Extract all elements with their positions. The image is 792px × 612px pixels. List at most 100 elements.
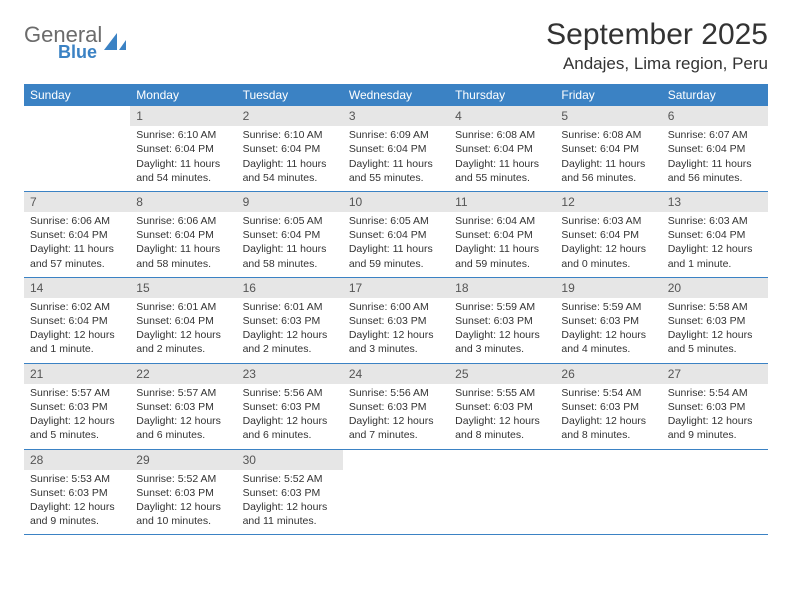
- day-cell: 24Sunrise: 5:56 AMSunset: 6:03 PMDayligh…: [343, 364, 449, 449]
- month-title: September 2025: [546, 18, 768, 52]
- day-number: 25: [449, 364, 555, 384]
- day-body: Sunrise: 6:02 AMSunset: 6:04 PMDaylight:…: [24, 298, 130, 363]
- daylight-text: Daylight: 12 hours and 8 minutes.: [455, 414, 549, 442]
- sunset-text: Sunset: 6:04 PM: [243, 228, 337, 242]
- sunrise-text: Sunrise: 6:03 AM: [561, 214, 655, 228]
- daylight-text: Daylight: 12 hours and 0 minutes.: [561, 242, 655, 270]
- day-body: Sunrise: 6:01 AMSunset: 6:04 PMDaylight:…: [130, 298, 236, 363]
- dow-cell: Tuesday: [237, 84, 343, 106]
- daylight-text: Daylight: 12 hours and 5 minutes.: [30, 414, 124, 442]
- title-block: September 2025 Andajes, Lima region, Per…: [546, 18, 768, 74]
- logo: General Blue: [24, 24, 128, 63]
- day-cell: 12Sunrise: 6:03 AMSunset: 6:04 PMDayligh…: [555, 192, 661, 277]
- daylight-text: Daylight: 12 hours and 9 minutes.: [30, 500, 124, 528]
- day-number: 10: [343, 192, 449, 212]
- day-cell: 15Sunrise: 6:01 AMSunset: 6:04 PMDayligh…: [130, 278, 236, 363]
- day-number: 2: [237, 106, 343, 126]
- day-number: 11: [449, 192, 555, 212]
- sunset-text: Sunset: 6:03 PM: [243, 400, 337, 414]
- sunrise-text: Sunrise: 6:00 AM: [349, 300, 443, 314]
- day-number: 16: [237, 278, 343, 298]
- day-cell: [343, 450, 449, 535]
- sunset-text: Sunset: 6:04 PM: [243, 142, 337, 156]
- week-row: 1Sunrise: 6:10 AMSunset: 6:04 PMDaylight…: [24, 106, 768, 192]
- sunrise-text: Sunrise: 6:08 AM: [455, 128, 549, 142]
- daylight-text: Daylight: 11 hours and 58 minutes.: [136, 242, 230, 270]
- daylight-text: Daylight: 12 hours and 8 minutes.: [561, 414, 655, 442]
- day-cell: 14Sunrise: 6:02 AMSunset: 6:04 PMDayligh…: [24, 278, 130, 363]
- sunset-text: Sunset: 6:03 PM: [243, 486, 337, 500]
- day-cell: 20Sunrise: 5:58 AMSunset: 6:03 PMDayligh…: [662, 278, 768, 363]
- daylight-text: Daylight: 12 hours and 6 minutes.: [243, 414, 337, 442]
- day-body: Sunrise: 5:53 AMSunset: 6:03 PMDaylight:…: [24, 470, 130, 535]
- sunrise-text: Sunrise: 5:53 AM: [30, 472, 124, 486]
- day-cell: 21Sunrise: 5:57 AMSunset: 6:03 PMDayligh…: [24, 364, 130, 449]
- sunset-text: Sunset: 6:03 PM: [455, 314, 549, 328]
- day-cell: 6Sunrise: 6:07 AMSunset: 6:04 PMDaylight…: [662, 106, 768, 191]
- dow-cell: Friday: [555, 84, 661, 106]
- day-body: Sunrise: 6:08 AMSunset: 6:04 PMDaylight:…: [449, 126, 555, 191]
- day-cell: 25Sunrise: 5:55 AMSunset: 6:03 PMDayligh…: [449, 364, 555, 449]
- day-number: [662, 450, 768, 454]
- day-body: Sunrise: 5:59 AMSunset: 6:03 PMDaylight:…: [449, 298, 555, 363]
- dow-cell: Thursday: [449, 84, 555, 106]
- day-cell: 2Sunrise: 6:10 AMSunset: 6:04 PMDaylight…: [237, 106, 343, 191]
- day-body: Sunrise: 6:05 AMSunset: 6:04 PMDaylight:…: [237, 212, 343, 277]
- day-cell: 29Sunrise: 5:52 AMSunset: 6:03 PMDayligh…: [130, 450, 236, 535]
- daylight-text: Daylight: 12 hours and 3 minutes.: [349, 328, 443, 356]
- day-cell: 22Sunrise: 5:57 AMSunset: 6:03 PMDayligh…: [130, 364, 236, 449]
- sunset-text: Sunset: 6:03 PM: [30, 400, 124, 414]
- day-number: 14: [24, 278, 130, 298]
- day-number: [24, 106, 130, 110]
- sunrise-text: Sunrise: 6:01 AM: [136, 300, 230, 314]
- day-body: Sunrise: 5:54 AMSunset: 6:03 PMDaylight:…: [662, 384, 768, 449]
- day-cell: 1Sunrise: 6:10 AMSunset: 6:04 PMDaylight…: [130, 106, 236, 191]
- sunset-text: Sunset: 6:03 PM: [30, 486, 124, 500]
- day-body: Sunrise: 6:08 AMSunset: 6:04 PMDaylight:…: [555, 126, 661, 191]
- day-body: Sunrise: 5:57 AMSunset: 6:03 PMDaylight:…: [24, 384, 130, 449]
- day-cell: 19Sunrise: 5:59 AMSunset: 6:03 PMDayligh…: [555, 278, 661, 363]
- sunset-text: Sunset: 6:03 PM: [243, 314, 337, 328]
- sunset-text: Sunset: 6:04 PM: [30, 314, 124, 328]
- sunset-text: Sunset: 6:04 PM: [30, 228, 124, 242]
- day-number: 18: [449, 278, 555, 298]
- day-cell: 17Sunrise: 6:00 AMSunset: 6:03 PMDayligh…: [343, 278, 449, 363]
- sunset-text: Sunset: 6:03 PM: [136, 486, 230, 500]
- sunrise-text: Sunrise: 5:59 AM: [561, 300, 655, 314]
- daylight-text: Daylight: 11 hours and 56 minutes.: [668, 157, 762, 185]
- day-cell: 3Sunrise: 6:09 AMSunset: 6:04 PMDaylight…: [343, 106, 449, 191]
- daylight-text: Daylight: 11 hours and 54 minutes.: [243, 157, 337, 185]
- sunrise-text: Sunrise: 6:09 AM: [349, 128, 443, 142]
- sunset-text: Sunset: 6:04 PM: [455, 142, 549, 156]
- dow-cell: Saturday: [662, 84, 768, 106]
- day-body: Sunrise: 6:00 AMSunset: 6:03 PMDaylight:…: [343, 298, 449, 363]
- day-cell: 13Sunrise: 6:03 AMSunset: 6:04 PMDayligh…: [662, 192, 768, 277]
- day-number: 21: [24, 364, 130, 384]
- daylight-text: Daylight: 12 hours and 1 minute.: [668, 242, 762, 270]
- day-cell: [24, 106, 130, 191]
- day-number: 20: [662, 278, 768, 298]
- sunrise-text: Sunrise: 5:52 AM: [243, 472, 337, 486]
- sunset-text: Sunset: 6:03 PM: [668, 400, 762, 414]
- day-number: 22: [130, 364, 236, 384]
- sunset-text: Sunset: 6:04 PM: [349, 228, 443, 242]
- day-cell: 10Sunrise: 6:05 AMSunset: 6:04 PMDayligh…: [343, 192, 449, 277]
- day-number: 19: [555, 278, 661, 298]
- day-cell: 4Sunrise: 6:08 AMSunset: 6:04 PMDaylight…: [449, 106, 555, 191]
- sunset-text: Sunset: 6:04 PM: [561, 142, 655, 156]
- day-body: Sunrise: 6:01 AMSunset: 6:03 PMDaylight:…: [237, 298, 343, 363]
- day-of-week-header: SundayMondayTuesdayWednesdayThursdayFrid…: [24, 84, 768, 106]
- sunset-text: Sunset: 6:04 PM: [349, 142, 443, 156]
- day-cell: 8Sunrise: 6:06 AMSunset: 6:04 PMDaylight…: [130, 192, 236, 277]
- daylight-text: Daylight: 12 hours and 7 minutes.: [349, 414, 443, 442]
- sunset-text: Sunset: 6:04 PM: [668, 142, 762, 156]
- day-number: 13: [662, 192, 768, 212]
- day-body: Sunrise: 6:03 AMSunset: 6:04 PMDaylight:…: [555, 212, 661, 277]
- day-number: 30: [237, 450, 343, 470]
- sunrise-text: Sunrise: 5:57 AM: [30, 386, 124, 400]
- daylight-text: Daylight: 12 hours and 9 minutes.: [668, 414, 762, 442]
- daylight-text: Daylight: 12 hours and 2 minutes.: [243, 328, 337, 356]
- day-number: 9: [237, 192, 343, 212]
- day-number: [343, 450, 449, 454]
- daylight-text: Daylight: 12 hours and 11 minutes.: [243, 500, 337, 528]
